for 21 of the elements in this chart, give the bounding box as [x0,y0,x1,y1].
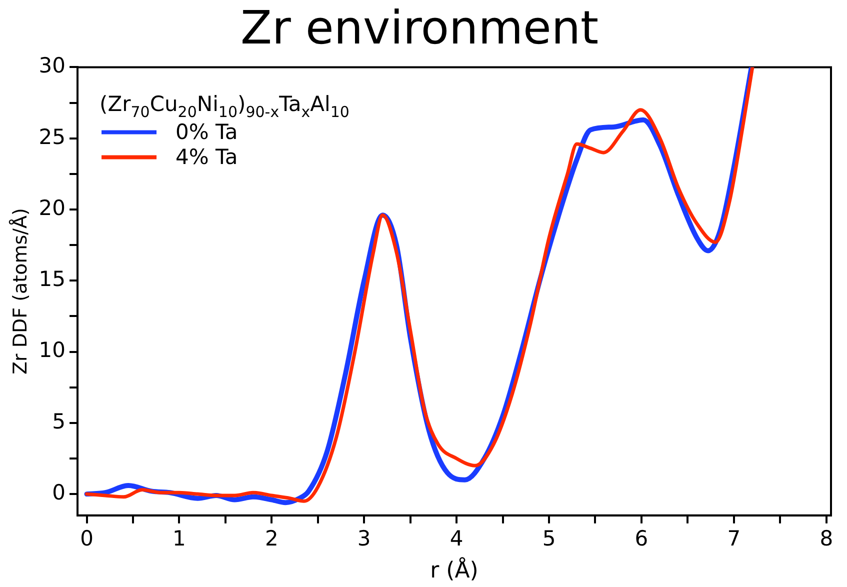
x-tick-label: 6 [634,526,648,550]
y-tick-label: 0 [52,480,66,505]
x-tick-label: 5 [542,526,556,550]
y-tick-label: 10 [38,338,66,362]
y-tick-label: 30 [38,54,66,78]
x-tick-label: 3 [357,526,371,550]
y-tick-label: 15 [38,267,66,292]
y-axis-title: Zr DDF (atoms/Å) [8,208,32,375]
x-tick-label: 8 [820,526,834,550]
x-tick-label: 7 [727,526,741,550]
x-tick-label: 4 [450,526,464,550]
legend-label: 0% Ta [176,120,238,144]
legend-label: 4% Ta [176,145,238,170]
x-tick-label: 1 [172,526,186,550]
x-tick-label: 0 [80,526,94,550]
y-tick-label: 20 [38,196,66,220]
x-axis-title: r (Å) [430,556,478,584]
y-tick-label: 5 [52,409,66,434]
x-tick-label: 2 [264,526,278,550]
chart-title: Zr environment [240,0,599,55]
y-tick-label: 25 [38,124,66,149]
